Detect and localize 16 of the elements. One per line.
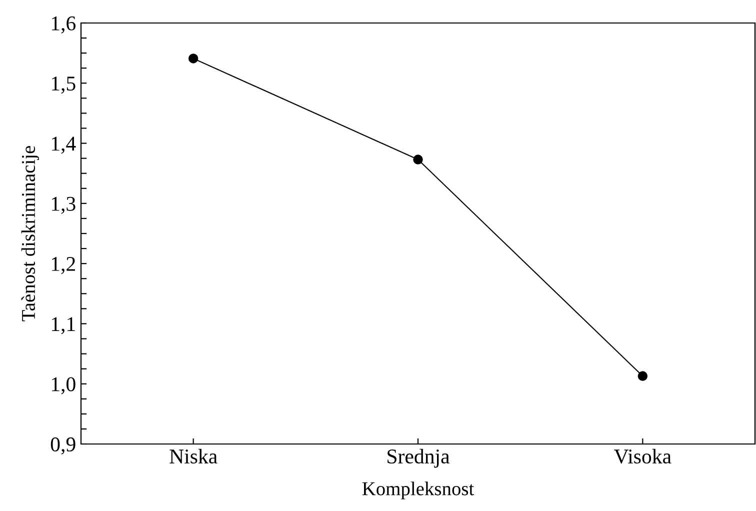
- y-tick-label: 1,5: [52, 76, 76, 94]
- point: [413, 154, 423, 164]
- point: [188, 54, 198, 64]
- x-tick-label: Visoka: [614, 448, 672, 464]
- point: [638, 371, 648, 381]
- x-axis-title: Kompleksnost: [362, 482, 474, 500]
- y-tick-label: 0,9: [50, 437, 76, 454]
- y-tick-label: 1,1: [52, 317, 75, 334]
- x-tick-label: Niska: [170, 448, 218, 464]
- y-tick-label: 1,2: [52, 257, 75, 274]
- y-tick-label: 1,0: [52, 377, 76, 394]
- y-axis-title: Taènost diskriminacije: [21, 146, 39, 322]
- x-tick-label: Srednja: [388, 448, 450, 468]
- y-tick-label: 1,6: [52, 16, 76, 34]
- y-tick-label: 1,4: [52, 136, 76, 154]
- y-tick-label: 1,3: [52, 196, 76, 214]
